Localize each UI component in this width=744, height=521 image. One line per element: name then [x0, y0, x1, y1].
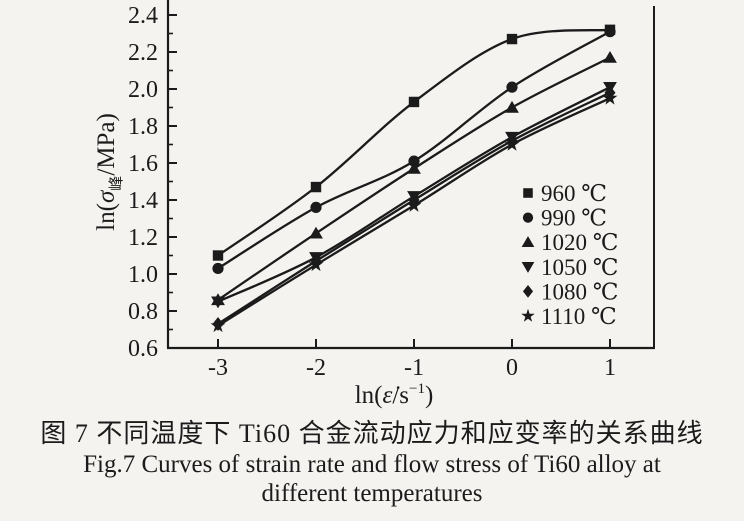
x-tick-label: -1 [404, 355, 424, 381]
data-point-marker [521, 236, 535, 247]
data-point-marker [406, 197, 422, 212]
legend-item: 960 ℃ [523, 181, 607, 206]
data-point-marker [522, 285, 534, 298]
data-point-marker [506, 33, 518, 45]
chart-canvas: 0.6 0.8 1.0 1.2 1.4 1.6 1.8 2.0 2.2 2.4 -3 -2 -1 0 1 ln… [93, 0, 655, 409]
x-tick-label: 1 [604, 355, 616, 381]
y-tick-label: 1.6 [128, 151, 158, 177]
figure-caption-en-cont: different temperatures [261, 480, 483, 508]
data-point-marker [504, 136, 520, 151]
legend-label: 1050 ℃ [541, 255, 618, 280]
figure-captions: 图 7 不同温度下 Ti60 合金流动应力和应变率的关系曲线 Fig.7 Cur… [0, 419, 744, 509]
data-point-marker [308, 256, 324, 272]
legend-item: 1110 ℃ [521, 304, 617, 329]
y-tick-label: 2.2 [128, 40, 158, 66]
legend-item: 990 ℃ [522, 206, 607, 231]
data-point-marker [522, 212, 534, 223]
legend-label: 990 ℃ [541, 206, 607, 231]
data-point-marker [211, 296, 225, 309]
x-tick-label: -2 [306, 355, 326, 381]
y-axis-title: ln(σ峰/MPa) [93, 113, 125, 231]
data-point-marker [602, 90, 618, 105]
data-point-marker [212, 250, 224, 261]
data-point-marker [603, 50, 617, 63]
y-tick-label: 1.4 [128, 188, 158, 214]
legend-item: 1080 ℃ [522, 279, 618, 304]
data-point-marker [523, 188, 533, 198]
legend-label: 960 ℃ [541, 181, 607, 206]
data-point-marker [604, 26, 616, 38]
series-990℃ [212, 26, 616, 275]
figure-caption-en: Fig.7 Curves of strain rate and flow str… [83, 450, 661, 478]
data-point-marker [407, 161, 421, 174]
data-point-marker [310, 201, 322, 213]
y-tick-label: 2.4 [128, 3, 158, 29]
y-tick-label: 1.0 [128, 262, 158, 288]
y-tick-label: 2.0 [128, 77, 158, 103]
series-1110℃ [210, 90, 618, 333]
legend-label: 1020 ℃ [541, 230, 618, 255]
legend-item: 1050 ℃ [521, 255, 618, 280]
figure-caption-zh: 图 7 不同温度下 Ti60 合金流动应力和应变率的关系曲线 [40, 419, 704, 448]
data-point-marker [212, 262, 224, 275]
data-point-marker [521, 308, 535, 322]
data-point-marker [408, 96, 420, 108]
legend-label: 1080 ℃ [541, 279, 618, 304]
y-tick-label: 1.2 [128, 225, 158, 251]
legend-label: 1110 ℃ [541, 304, 617, 329]
data-point-marker [506, 81, 518, 93]
legend-item: 1020 ℃ [521, 230, 618, 255]
x-axis-title: ln(ε̇/s−1) [355, 381, 434, 409]
x-tick-label: -3 [208, 355, 228, 381]
data-point-marker [505, 100, 519, 113]
data-point-marker [408, 155, 420, 167]
data-point-marker [309, 226, 323, 239]
data-point-marker [521, 262, 535, 273]
y-tick-label: 0.8 [128, 299, 158, 325]
y-tick-label: 0.6 [128, 336, 158, 362]
x-tick-label: 0 [506, 355, 518, 381]
y-tick-label: 1.8 [128, 114, 158, 140]
data-point-marker [310, 181, 322, 193]
data-point-marker [210, 318, 226, 333]
